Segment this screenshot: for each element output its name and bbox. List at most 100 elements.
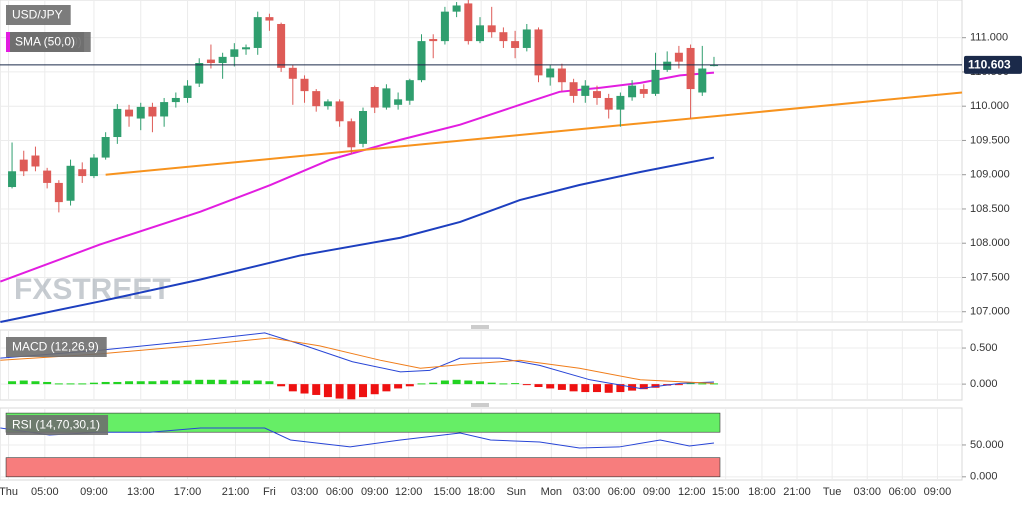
macd-histogram-bar — [534, 384, 543, 388]
legend-entry: USD/JPY — [6, 5, 71, 25]
macd-histogram-bar — [300, 384, 309, 394]
indicator-line — [0, 156, 715, 323]
candle-body — [429, 39, 438, 42]
x-tick-label: 21:00 — [783, 486, 811, 498]
legend-label: SMA (50,0) — [15, 35, 75, 49]
candle-body — [546, 68, 555, 78]
legend-box — [6, 337, 107, 357]
macd-histogram-bar — [581, 384, 590, 393]
x-tick-label: 03:00 — [853, 486, 881, 498]
candle-body — [312, 91, 321, 107]
macd-histogram-bar — [616, 384, 625, 393]
macd-histogram-bar — [651, 384, 660, 388]
candle-body — [686, 47, 695, 90]
y-tick-label: 0.500 — [970, 342, 998, 354]
macd-histogram-bar — [253, 380, 262, 385]
resize-handle[interactable] — [471, 403, 489, 407]
y-tick-label: 0.000 — [970, 378, 998, 390]
macd-histogram-bar — [288, 384, 297, 392]
macd-histogram-bar — [522, 384, 531, 386]
candle-body — [218, 56, 227, 64]
candle-body — [19, 159, 28, 172]
macd-histogram-bar — [265, 381, 274, 385]
y-tick-label: 108.000 — [970, 237, 1010, 249]
x-tick-label: 09:00 — [924, 486, 952, 498]
y-tick-label: 109.500 — [970, 134, 1010, 146]
indicator-line — [0, 71, 715, 283]
rsi-line — [0, 427, 715, 449]
candle-body — [698, 68, 707, 93]
candle-body — [171, 97, 180, 103]
macd-histogram-bar — [405, 384, 414, 387]
macd-histogram-bar — [557, 384, 566, 390]
macd-histogram-bar — [417, 383, 426, 385]
rsi-band — [5, 457, 721, 478]
candle-body — [136, 106, 145, 119]
x-tick-label: 12:00 — [395, 486, 423, 498]
x-tick-label: Fri — [263, 486, 276, 498]
candle-body — [31, 155, 40, 167]
candle-body — [253, 17, 262, 48]
candle-body — [183, 85, 192, 98]
candle-body — [265, 17, 274, 21]
x-tick-label: Mon — [541, 486, 562, 498]
candle-body — [557, 68, 566, 83]
macd-histogram-bar — [66, 383, 75, 385]
macd-histogram-bar — [19, 380, 28, 385]
macd-histogram-bar — [604, 384, 613, 393]
legend-entry: RSI (14,70,30,1) — [6, 415, 109, 435]
last-price-box — [964, 55, 1022, 74]
macd-histogram-bar — [569, 384, 578, 392]
candle-body — [394, 99, 403, 105]
candle-body — [499, 32, 508, 42]
x-tick-label: 09:00 — [80, 486, 108, 498]
macd-histogram-bar — [125, 381, 134, 385]
candle-body — [335, 101, 344, 122]
legend-entry: SMA (50,0) — [6, 32, 85, 52]
x-tick-label: 03:00 — [573, 486, 601, 498]
macd-histogram-bar — [136, 381, 145, 385]
candle-body — [674, 52, 683, 62]
candle-body — [464, 3, 473, 42]
candle-body — [89, 157, 98, 177]
macd-histogram-bar — [43, 381, 52, 385]
macd-histogram-bar — [218, 379, 227, 385]
macd-histogram-bar — [113, 381, 122, 385]
last-price-label: 110.603 — [968, 58, 1011, 72]
candle-body — [359, 110, 368, 144]
candle-body — [277, 23, 286, 68]
macd-histogram-bar — [499, 383, 508, 385]
x-tick-label: 15:00 — [433, 486, 461, 498]
macd-histogram-bar — [54, 383, 63, 385]
macd-histogram-bar — [78, 383, 87, 385]
candle-body — [651, 69, 660, 94]
legend-label: RSI (14,70,30,1) — [12, 418, 100, 432]
x-tick-label: 17:00 — [174, 486, 202, 498]
x-tick-label: 15:00 — [712, 486, 740, 498]
y-tick-label: 107.500 — [970, 271, 1010, 283]
resize-handle[interactable] — [471, 325, 489, 329]
legend-label: MACD (12,26,9) — [12, 340, 99, 354]
rsi-band — [5, 412, 721, 433]
candle-body — [54, 182, 63, 203]
x-tick-label: 13:00 — [127, 486, 155, 498]
macd-histogram-bar — [429, 382, 438, 385]
macd-histogram-bar — [464, 380, 473, 385]
candle-body — [616, 95, 625, 110]
candle-body — [230, 49, 239, 57]
x-tick-label: 09:00 — [361, 486, 389, 498]
candle-body — [663, 61, 672, 70]
x-tick-label: 18:00 — [748, 486, 776, 498]
indicator-line — [105, 91, 963, 176]
macd-histogram-bar — [709, 383, 718, 385]
macd-histogram-bar — [101, 381, 110, 385]
candle-body — [288, 67, 297, 79]
x-tick-label: 03:00 — [291, 486, 319, 498]
y-tick-label: 109.000 — [970, 169, 1010, 181]
legend-box — [6, 5, 71, 25]
macd-histogram-bar — [452, 379, 461, 385]
y-tick-label: 0.000 — [970, 471, 998, 483]
macd-histogram-bar — [31, 381, 40, 385]
macd-histogram-bar — [698, 383, 707, 385]
y-tick-label: 108.500 — [970, 203, 1010, 215]
